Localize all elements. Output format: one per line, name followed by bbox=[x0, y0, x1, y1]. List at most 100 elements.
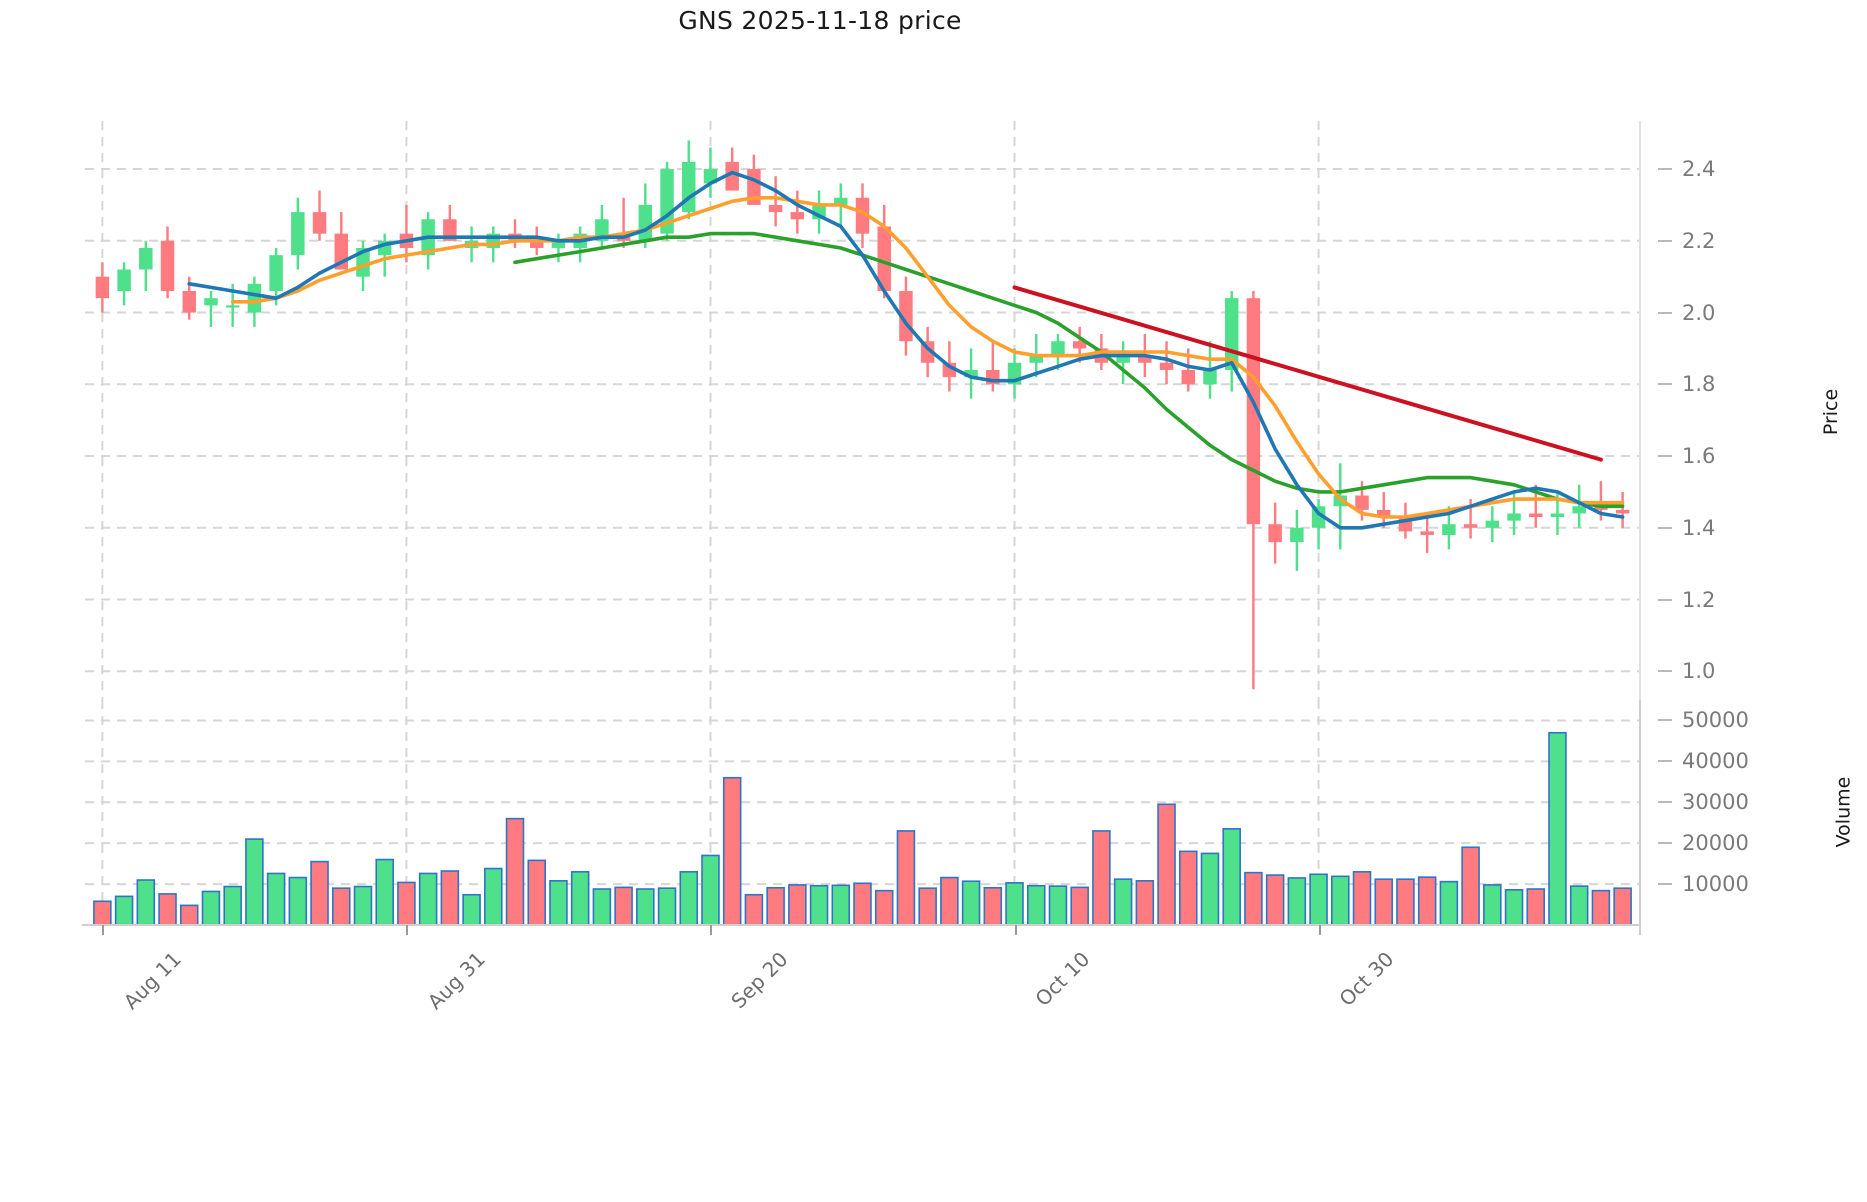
candle-body bbox=[291, 212, 305, 256]
volume-bar bbox=[1352, 871, 1372, 926]
volume-bar bbox=[1244, 871, 1263, 926]
volume-tick: 50000 bbox=[1682, 708, 1749, 733]
candle-body bbox=[638, 204, 653, 241]
volume-bar bbox=[744, 893, 764, 926]
ma-long-line bbox=[513, 231, 1625, 509]
volume-bar bbox=[636, 888, 655, 926]
candle-body bbox=[1529, 513, 1543, 518]
volume-tick: 10000 bbox=[1682, 872, 1749, 897]
volume-tick-mark bbox=[1658, 883, 1672, 886]
price-tick: 2.2 bbox=[1682, 228, 1716, 253]
volume-tick: 40000 bbox=[1682, 749, 1749, 774]
candle-body bbox=[1051, 341, 1065, 356]
candle-body bbox=[225, 305, 240, 308]
candle-body bbox=[790, 212, 805, 220]
volume-bar bbox=[983, 886, 1003, 926]
volume-bar bbox=[114, 895, 134, 926]
candle-body bbox=[682, 161, 696, 213]
price-tick: 1.0 bbox=[1682, 659, 1716, 684]
candle-body bbox=[1355, 495, 1369, 510]
volume-bar bbox=[831, 884, 851, 926]
volume-bars bbox=[93, 731, 1632, 926]
volume-bar bbox=[1157, 803, 1176, 926]
volume-bar bbox=[1396, 878, 1415, 926]
volume-bar bbox=[1070, 886, 1089, 926]
volume-bar bbox=[722, 776, 742, 926]
volume-bar bbox=[1092, 830, 1111, 926]
volume-bar bbox=[701, 854, 720, 926]
volume-bar bbox=[853, 882, 872, 926]
price-tick-mark bbox=[1658, 311, 1672, 314]
candle-body bbox=[117, 269, 131, 292]
volume-bar bbox=[1504, 889, 1524, 926]
volume-bar bbox=[201, 890, 221, 926]
candle-body bbox=[269, 255, 283, 292]
volume-bar bbox=[1613, 887, 1632, 926]
volume-bar bbox=[1135, 880, 1155, 926]
volume-bar bbox=[1309, 873, 1328, 926]
candle-body bbox=[834, 197, 848, 205]
grid-lines bbox=[85, 121, 1640, 925]
volume-bar bbox=[505, 817, 525, 926]
volume-bar bbox=[1331, 875, 1350, 926]
volume-bar bbox=[1265, 874, 1285, 926]
candle-body bbox=[768, 204, 783, 213]
volume-bar bbox=[549, 880, 568, 926]
price-tick-mark bbox=[1658, 455, 1672, 458]
volume-bar bbox=[788, 884, 807, 926]
volume-bar bbox=[332, 887, 351, 926]
volume-bar bbox=[766, 886, 785, 926]
chart-title: GNS 2025-11-18 price bbox=[678, 6, 962, 35]
candle-body bbox=[1268, 524, 1282, 543]
price-tick-mark bbox=[1658, 670, 1672, 673]
volume-bar bbox=[918, 887, 937, 926]
candle-body bbox=[1159, 362, 1174, 370]
volume-bar bbox=[657, 887, 677, 926]
price-tick: 2.0 bbox=[1682, 300, 1716, 325]
volume-bar bbox=[179, 904, 199, 926]
volume-bar bbox=[266, 872, 286, 926]
volume-bar bbox=[462, 893, 481, 926]
candle-body bbox=[160, 240, 175, 292]
candle-body bbox=[95, 276, 110, 299]
volume-bar bbox=[1113, 878, 1133, 926]
x-tick-mark bbox=[1318, 925, 1321, 935]
candle-body bbox=[1181, 369, 1196, 385]
candle-body bbox=[1376, 509, 1391, 518]
volume-bar bbox=[418, 872, 438, 926]
candle-body bbox=[855, 197, 870, 234]
volume-bar bbox=[1483, 884, 1502, 926]
volume-bar bbox=[1026, 884, 1046, 926]
price-tick-mark bbox=[1658, 383, 1672, 386]
candle-body bbox=[1507, 513, 1521, 521]
price-tick: 1.6 bbox=[1682, 444, 1716, 469]
volume-bar bbox=[1591, 889, 1611, 926]
volume-bar bbox=[375, 858, 394, 926]
candle-body bbox=[551, 240, 566, 248]
x-tick-mark bbox=[1014, 925, 1017, 935]
volume-bar bbox=[1439, 880, 1459, 926]
candle-body bbox=[1485, 520, 1500, 528]
candle-body bbox=[204, 298, 218, 306]
volume-bar bbox=[440, 870, 460, 926]
x-tick-mark bbox=[102, 925, 105, 935]
price-axis-label: Price bbox=[1820, 388, 1843, 436]
volume-bar bbox=[592, 888, 612, 926]
volume-tick-mark bbox=[1658, 842, 1672, 845]
candle-body bbox=[1029, 355, 1043, 363]
volume-bar bbox=[1417, 876, 1437, 926]
volume-bar bbox=[245, 838, 264, 926]
volume-bar bbox=[1222, 828, 1241, 926]
volume-bar bbox=[136, 879, 156, 926]
volume-bar bbox=[961, 880, 981, 926]
candle-body bbox=[1072, 341, 1087, 349]
price-tick-mark bbox=[1658, 239, 1672, 242]
volume-bar bbox=[940, 876, 959, 926]
price-tick-mark bbox=[1658, 598, 1672, 601]
volume-tick-mark bbox=[1658, 760, 1672, 763]
volume-bar bbox=[1526, 888, 1546, 926]
price-tick: 2.4 bbox=[1682, 157, 1716, 182]
volume-bar bbox=[1569, 885, 1589, 926]
